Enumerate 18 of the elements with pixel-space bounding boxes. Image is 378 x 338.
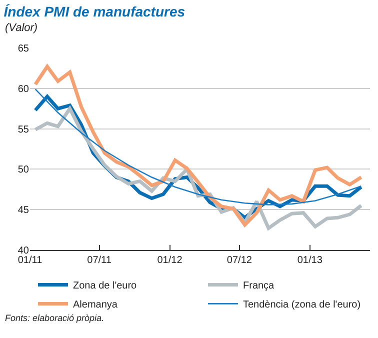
y-tick-label: 50: [18, 164, 30, 176]
x-tick-label: 07/11: [87, 255, 112, 266]
y-tick-label: 65: [18, 44, 30, 54]
y-tick-label: 60: [18, 84, 30, 95]
legend-label: França: [243, 280, 275, 292]
x-tick-label: 01/13: [297, 255, 323, 266]
x-tick-label: 07/12: [226, 255, 252, 266]
x-tick-label: 01/12: [157, 255, 183, 266]
legend-label: Zona de l'euro: [73, 280, 138, 292]
chart-subtitle: (Valor): [5, 22, 38, 34]
text: Fonts: elaboració pròpia.: [5, 313, 104, 323]
legend-label: Alemanya: [73, 300, 118, 311]
y-tick-label: 45: [18, 205, 30, 216]
chart-title: Índex PMI de manufactures: [4, 4, 186, 20]
x-tick-label: 01/11: [18, 255, 43, 266]
y-tick-label: 55: [18, 124, 30, 136]
y-tick-label: 40: [18, 246, 30, 256]
legend-label: Tendència (zona de l'euro): [243, 300, 361, 311]
